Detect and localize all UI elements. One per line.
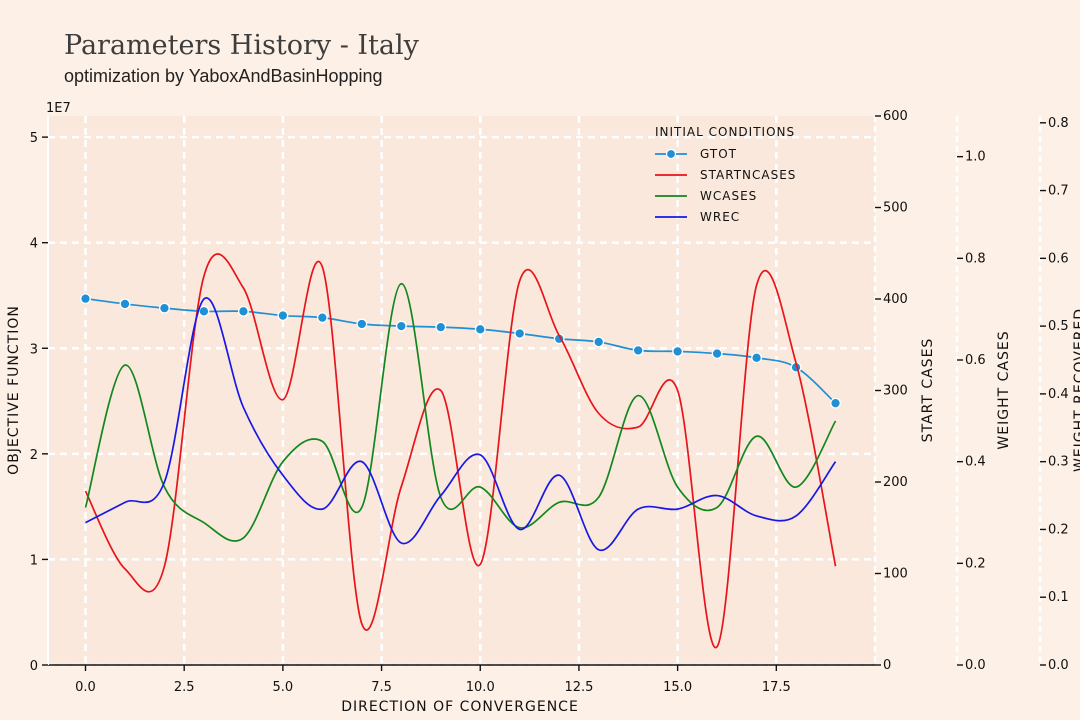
weight-recovered-tick-label: 0.7	[1048, 184, 1069, 199]
series-layer	[80, 253, 841, 649]
series-point-gtot	[159, 302, 170, 314]
series-point-gtot	[632, 344, 644, 356]
x-tick-label: 15.0	[663, 680, 692, 695]
weight-recovered-tick-label: 0.8	[1048, 116, 1069, 131]
x-tick-label: 0.0	[75, 680, 96, 695]
start-cases-tick-label: 200	[883, 475, 908, 490]
x-tick-label: 2.5	[174, 680, 195, 695]
left-axis-label: OBJECTIVE FUNCTION	[6, 305, 22, 475]
weight-recovered-tick-label: 0.6	[1048, 251, 1069, 266]
weight-recovered-tick-label: 0.4	[1048, 387, 1069, 402]
axes-layer: 0.0 2.5 5.0 7.5 10.0 12.5 15.0 17.5 0 1 2 3 4 5 0 100 20…	[30, 109, 1069, 695]
legend: INITIAL CONDITIONS GTOT STARTNCASES WCASES W…	[655, 125, 796, 224]
start-cases-tick-label: 300	[883, 384, 908, 399]
start-cases-axis-label: START CASES	[920, 338, 936, 443]
series-point-gtot	[198, 305, 210, 317]
series-point-gtot	[237, 305, 249, 317]
x-axis-label: DIRECTION OF CONVERGENCE	[341, 699, 579, 715]
x-tick-label: 7.5	[371, 680, 392, 695]
start-cases-tick-label: 400	[883, 292, 908, 307]
legend-label-startncases: STARTNCASES	[700, 168, 796, 182]
series-point-gtot	[711, 348, 723, 359]
legend-title: INITIAL CONDITIONS	[655, 125, 795, 139]
series-point-gtot	[593, 336, 605, 348]
left-tick-label: 4	[30, 237, 38, 252]
plot-area	[48, 116, 875, 665]
weight-cases-tick-label: 0.6	[965, 353, 986, 368]
series-point-gtot	[80, 293, 91, 305]
weight-recovered-tick-label: 0.0	[1048, 658, 1069, 673]
left-tick-label: 5	[30, 131, 38, 146]
chart-title: Parameters History - Italy	[64, 30, 420, 61]
series-line-wrec	[85, 297, 837, 551]
series-point-gtot	[514, 328, 526, 339]
legend-label-gtot: GTOT	[700, 147, 737, 161]
weight-recovered-tick-label: 0.1	[1048, 590, 1069, 605]
weight-cases-tick-label: 0.0	[965, 658, 986, 673]
weight-recovered-axis-label: WEIGHT RECOVERED	[1072, 308, 1080, 472]
series-point-gtot	[830, 397, 841, 409]
x-tick-label: 17.5	[762, 680, 791, 695]
chart-subtitle: optimization by YaboxAndBasinHopping	[64, 66, 383, 86]
left-tick-label: 3	[30, 342, 38, 357]
grid	[48, 116, 875, 667]
start-cases-tick-label: 600	[883, 109, 908, 124]
weight-recovered-tick-label: 0.2	[1048, 522, 1069, 537]
legend-label-wrec: WREC	[700, 210, 740, 224]
left-tick-label: 0	[30, 659, 38, 674]
left-tick-label: 2	[30, 448, 38, 463]
weight-recovered-tick-label: 0.3	[1048, 455, 1069, 470]
series-point-gtot	[277, 310, 289, 321]
series-point-gtot	[395, 320, 407, 332]
start-cases-tick-label: 0	[883, 658, 891, 673]
series-point-gtot	[672, 345, 684, 357]
series-point-gtot	[119, 298, 131, 310]
start-cases-tick-label: 100	[883, 567, 908, 582]
series-point-gtot	[474, 323, 486, 335]
series-point-gtot	[435, 321, 447, 333]
weight-cases-tick-label: 1.0	[965, 150, 986, 165]
series-point-gtot	[751, 352, 763, 364]
legend-marker-gtot	[665, 148, 677, 160]
weight-recovered-tick-label: 0.5	[1048, 319, 1069, 334]
left-tick-label: 1	[30, 553, 38, 568]
series-point-gtot	[356, 318, 368, 330]
legend-label-wcases: WCASES	[700, 189, 757, 203]
weight-cases-tick-label: 0.4	[965, 455, 986, 470]
x-tick-label: 5.0	[273, 680, 294, 695]
start-cases-tick-label: 500	[883, 201, 908, 216]
series-line-startncases	[84, 253, 837, 649]
left-axis-offset: 1E7	[46, 101, 71, 116]
weight-cases-tick-label: 0.8	[965, 251, 986, 266]
series-line-wcases	[84, 282, 837, 542]
weight-cases-axis-label: WEIGHT CASES	[996, 330, 1012, 449]
series-point-gtot	[316, 312, 328, 324]
x-tick-label: 10.0	[466, 680, 495, 695]
weight-cases-tick-label: 0.2	[965, 556, 986, 571]
x-tick-label: 12.5	[564, 680, 593, 695]
